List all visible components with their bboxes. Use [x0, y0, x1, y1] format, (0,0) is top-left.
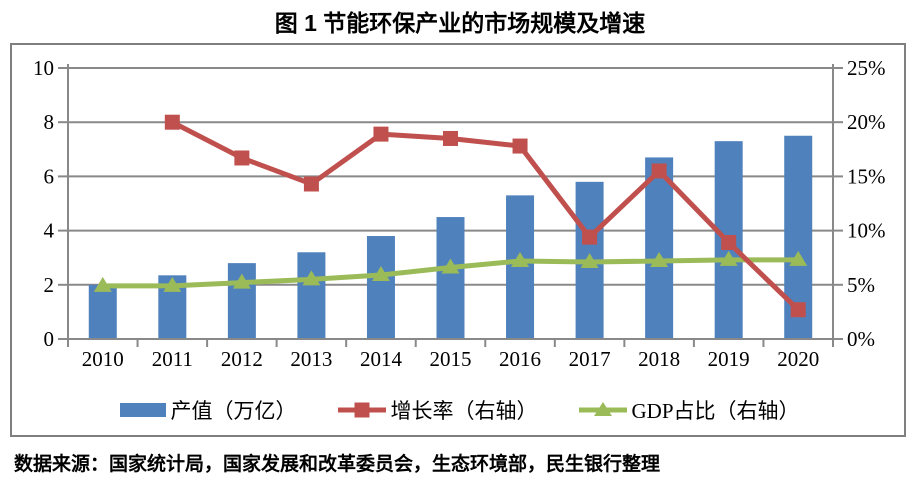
gdp-marker-2018 [650, 251, 669, 267]
gdp-marker-2016 [511, 251, 530, 267]
left-axis-label: 6 [44, 164, 55, 188]
growth-marker-2016 [512, 138, 528, 154]
gdp-marker-2012 [232, 273, 251, 289]
gdp-marker-2017 [580, 253, 599, 269]
bar-swatch [120, 403, 167, 417]
data-source-note: 数据来源：国家统计局，国家发展和改革委员会，生态环境部，民生银行整理 [14, 454, 661, 475]
gdp-marker-2014 [371, 266, 390, 282]
left-axis-label: 10 [33, 56, 54, 80]
growth-marker-2017 [582, 229, 598, 245]
gdp-marker-2015 [441, 258, 460, 274]
right-axis-label: 20% [847, 110, 886, 134]
green-marker-swatch [594, 402, 613, 416]
x-axis-label-2018: 2018 [638, 347, 680, 371]
left-axis-label: 2 [44, 273, 55, 297]
right-axis-label: 25% [847, 56, 886, 80]
growth-marker-2015 [443, 130, 458, 146]
x-axis-label-2015: 2015 [430, 347, 472, 371]
legend-swatch-growth-line-icon [338, 402, 387, 418]
x-axis-label-2019: 2019 [708, 347, 750, 371]
growth-marker-2013 [303, 176, 319, 192]
legend-label-output-value: 产值（万亿） [170, 399, 297, 423]
legend-label-gdp-share: GDP占比（右轴） [631, 399, 800, 423]
legend-label-growth-rate: 增长率（右轴） [390, 399, 538, 423]
x-axis-label-2014: 2014 [360, 347, 403, 371]
legend: 产值（万亿） 增长率（右轴） GDP占比（右轴） [0, 395, 920, 425]
bar-2015 [436, 217, 465, 339]
gdp-marker-2010 [93, 276, 112, 292]
chart-title: 图 1 节能环保产业的市场规模及增速 [274, 10, 646, 36]
legend-item-output-value: 产值（万亿） [120, 395, 296, 425]
bar-2016 [506, 195, 535, 339]
bar-2014 [366, 236, 395, 339]
growth-marker-2019 [721, 235, 737, 251]
legend-item-gdp-share: GDP占比（右轴） [579, 395, 800, 425]
x-axis-label-2013: 2013 [290, 347, 332, 371]
legend-swatch-gdp-line-icon [579, 402, 628, 416]
x-axis-label-2012: 2012 [221, 347, 263, 371]
right-axis-label: 0% [847, 327, 875, 351]
growth-marker-2018 [651, 163, 667, 179]
right-axis-label: 10% [847, 219, 886, 243]
bar-2013 [297, 252, 326, 339]
legend-item-growth-rate: 增长率（右轴） [338, 395, 537, 425]
bar-2018 [645, 157, 674, 339]
gdp-marker-2019 [719, 250, 738, 266]
x-axis-label-2010: 2010 [82, 347, 124, 371]
left-axis-label: 8 [44, 110, 55, 134]
right-axis-label: 15% [847, 164, 886, 188]
growth-marker-2014 [373, 126, 389, 142]
bar-2010 [88, 284, 117, 339]
x-axis-label-2020: 2020 [777, 347, 819, 371]
growth-marker-2020 [790, 302, 806, 318]
gdp-marker-2013 [302, 270, 321, 286]
x-axis-label-2017: 2017 [569, 347, 611, 371]
growth-line [171, 119, 800, 312]
left-axis-label: 4 [44, 219, 55, 243]
growth-marker-2011 [164, 114, 180, 130]
red-marker-swatch [354, 402, 370, 418]
gdp-marker-2011 [163, 276, 182, 292]
left-axis-label: 0 [44, 327, 55, 351]
x-axis-label-2011: 2011 [152, 347, 193, 371]
gdp-marker-2020 [789, 250, 808, 266]
legend-swatch-bar-icon [120, 403, 167, 417]
growth-marker-2012 [234, 150, 250, 166]
x-axis-label-2016: 2016 [499, 347, 541, 371]
right-axis-label: 5% [847, 273, 875, 297]
